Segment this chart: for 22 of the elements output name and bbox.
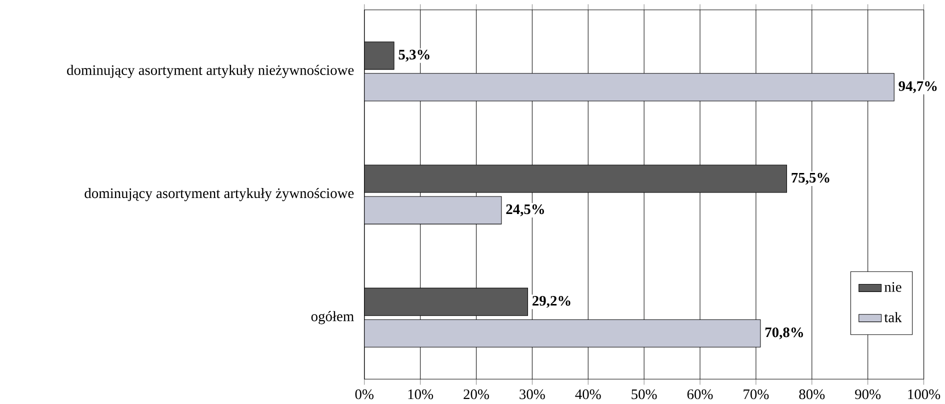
data-label: 70,8% (765, 328, 803, 340)
x-tick-label: 100% (908, 390, 940, 400)
data-label: 29,2% (532, 296, 570, 308)
legend-label: tak (884, 312, 902, 322)
x-tick-label: 10% (408, 390, 434, 400)
x-tick-label: 70% (744, 390, 769, 400)
data-label: 24,5% (506, 204, 544, 216)
x-tick-label: 30% (520, 390, 545, 400)
y-tick-label: dominujący asortyment artykuły nieżywnościowe (67, 65, 354, 78)
y-tick-label: ogółem (311, 311, 354, 324)
x-tick-label: 0% (355, 390, 374, 400)
data-label: 75,5% (792, 173, 830, 185)
x-tick-label: 90% (855, 390, 881, 400)
data-label: 5,3% (398, 50, 430, 62)
legend-label: nie (884, 282, 902, 292)
y-tick-label: dominujący asortyment artykuły żywnościowe (84, 188, 354, 202)
x-tick-label: 60% (687, 390, 713, 400)
x-tick-label: 80% (799, 390, 825, 400)
data-label: 94,7% (898, 81, 937, 94)
x-tick-label: 20% (464, 390, 490, 400)
x-tick-label: 50% (632, 390, 657, 400)
x-tick-label: 40% (575, 390, 601, 400)
